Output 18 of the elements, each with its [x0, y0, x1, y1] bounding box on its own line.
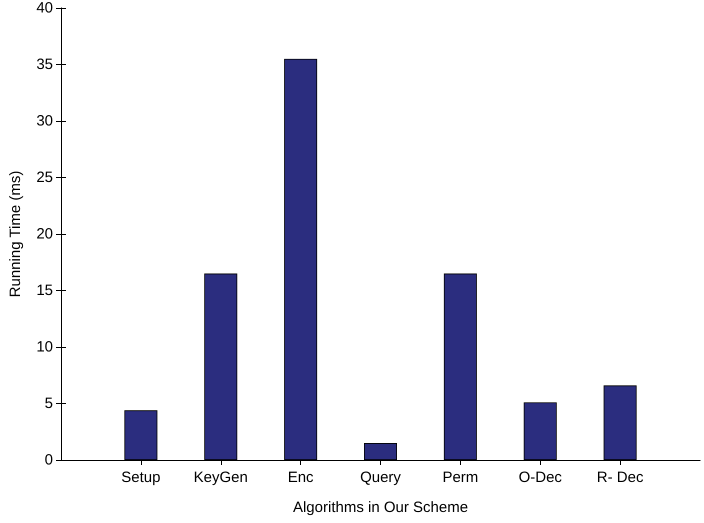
y-tick-label: 20 [36, 226, 53, 242]
x-tick-label: Setup [121, 469, 160, 486]
x-tick-label: Perm [442, 469, 478, 486]
x-tick-label: R- Dec [596, 469, 644, 486]
y-tick-label: 30 [36, 112, 53, 130]
y-tick-label: 10 [36, 338, 53, 356]
y-tick-label: 15 [36, 282, 53, 299]
x-tick-label: Enc [288, 469, 314, 486]
y-tick-label: 5 [44, 395, 53, 412]
y-tick-label: 35 [36, 56, 53, 73]
y-axis-title: Running Time (ms) [7, 170, 24, 298]
y-tick-label: 25 [36, 169, 53, 186]
y-tick-label: 40 [36, 0, 53, 16]
x-tick-label: Query [360, 469, 402, 486]
x-tick-label: KeyGen [194, 469, 248, 486]
x-tick-label: O-Dec [518, 469, 562, 486]
x-axis-title: Algorithms in Our Scheme [292, 499, 468, 516]
y-tick-label: 0 [44, 452, 53, 468]
